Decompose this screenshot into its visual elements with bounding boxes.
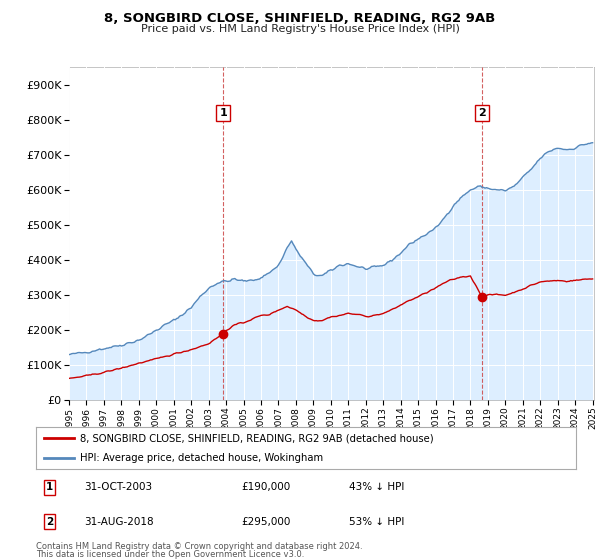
Text: £190,000: £190,000 [241, 482, 290, 492]
Text: 2: 2 [478, 108, 486, 118]
Text: Price paid vs. HM Land Registry's House Price Index (HPI): Price paid vs. HM Land Registry's House … [140, 24, 460, 34]
Text: This data is licensed under the Open Government Licence v3.0.: This data is licensed under the Open Gov… [36, 550, 304, 559]
Text: 43% ↓ HPI: 43% ↓ HPI [349, 482, 404, 492]
Text: 53% ↓ HPI: 53% ↓ HPI [349, 517, 404, 527]
Text: 8, SONGBIRD CLOSE, SHINFIELD, READING, RG2 9AB: 8, SONGBIRD CLOSE, SHINFIELD, READING, R… [104, 12, 496, 25]
Text: 31-AUG-2018: 31-AUG-2018 [85, 517, 154, 527]
Text: HPI: Average price, detached house, Wokingham: HPI: Average price, detached house, Woki… [80, 453, 323, 463]
Text: 8, SONGBIRD CLOSE, SHINFIELD, READING, RG2 9AB (detached house): 8, SONGBIRD CLOSE, SHINFIELD, READING, R… [80, 433, 434, 444]
Text: Contains HM Land Registry data © Crown copyright and database right 2024.: Contains HM Land Registry data © Crown c… [36, 542, 362, 550]
Text: 2: 2 [46, 517, 53, 527]
Text: 31-OCT-2003: 31-OCT-2003 [85, 482, 153, 492]
Text: £295,000: £295,000 [241, 517, 290, 527]
Text: 1: 1 [46, 482, 53, 492]
Text: 1: 1 [219, 108, 227, 118]
